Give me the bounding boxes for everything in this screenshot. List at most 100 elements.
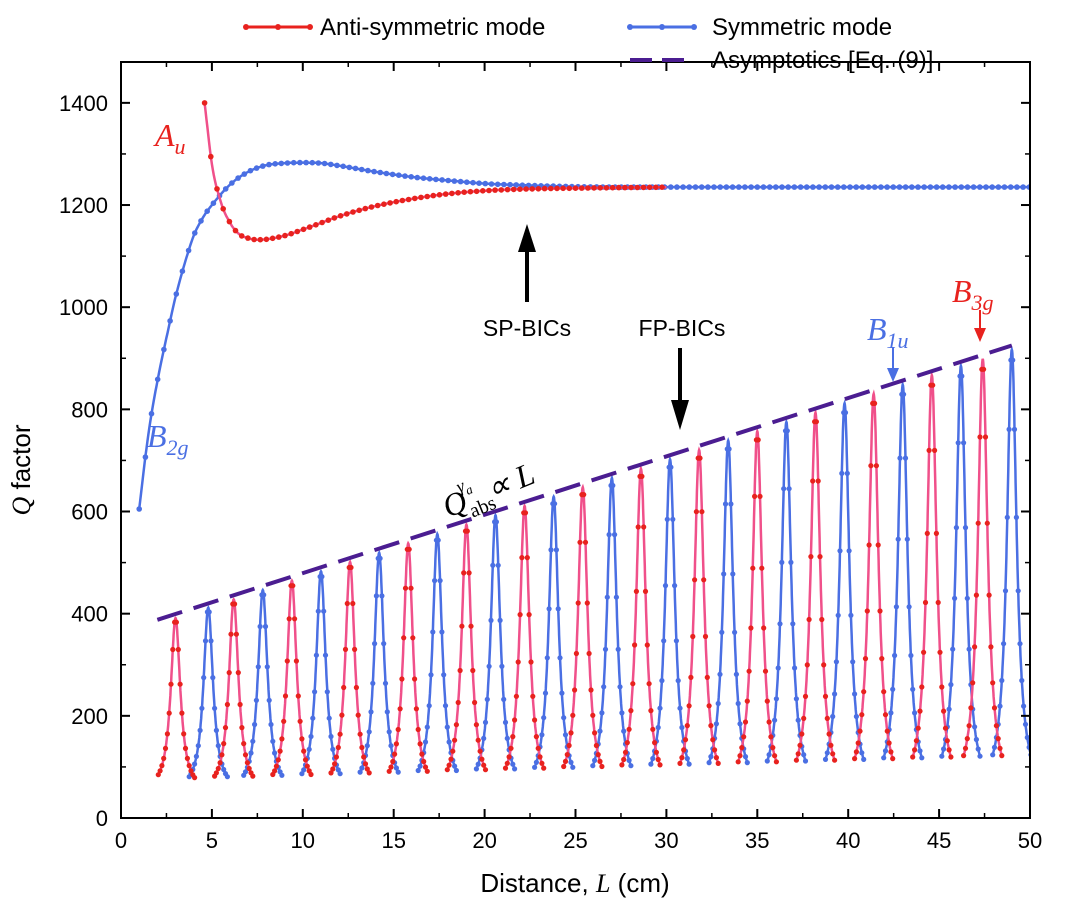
anti-peak-point — [715, 760, 721, 767]
anti-peak-point — [330, 766, 336, 772]
anti-peak-point — [535, 745, 541, 751]
sym-peak-point — [904, 536, 910, 542]
sym-sp-point — [803, 184, 810, 190]
sym-peak-point — [553, 547, 560, 553]
anti-peak-point — [888, 749, 894, 755]
anti-peak-point — [192, 775, 198, 781]
sym-peak-line — [707, 437, 749, 764]
anti-sp-point — [325, 217, 332, 223]
anti-peak-point — [968, 705, 974, 711]
anti-sp-point — [609, 184, 616, 191]
anti-peak-point — [250, 773, 256, 779]
anti-peak-point — [770, 745, 776, 751]
sym-peak-point — [310, 715, 316, 721]
sym-peak-point — [337, 771, 343, 777]
sym-peak-point — [452, 763, 458, 769]
sym-peak-point — [504, 735, 510, 742]
sym-sp-point — [161, 346, 167, 353]
anti-peak-line — [562, 483, 604, 767]
y-axis-title: Q factor — [6, 424, 36, 515]
anti-peak-point — [186, 763, 192, 769]
anti-sp-point — [578, 185, 585, 191]
sym-peak-point — [539, 732, 545, 738]
x-tick-label: 10 — [291, 828, 315, 853]
anti-peak-point — [653, 749, 660, 755]
sym-peak-point — [888, 710, 894, 716]
anti-peak-point — [504, 760, 510, 766]
sym-peak-point — [484, 696, 490, 703]
sym-peak-point — [268, 721, 274, 728]
anti-peak-point — [882, 712, 889, 718]
sym-peak-point — [613, 594, 620, 600]
sp-bics-arrow-head — [518, 224, 536, 252]
anti-sp-point — [523, 186, 529, 192]
anti-peak-point — [364, 766, 370, 772]
sym-peak-point — [386, 729, 392, 735]
anti-peak-point — [826, 731, 832, 737]
anti-peak-point — [392, 751, 398, 757]
x-tick-label: 25 — [563, 828, 587, 853]
anti-peak-point — [630, 681, 636, 687]
sym-peak-point — [846, 548, 852, 554]
anti-peak-point — [541, 765, 547, 771]
sym-peak-point — [488, 617, 494, 624]
sym-peak-point — [777, 621, 783, 627]
sym-peak-point — [381, 641, 387, 647]
annotations: Au B2g B1u B3g SP-BICs FP-BICs Qabsγa ∝ … — [147, 117, 994, 524]
anti-peak-point — [302, 757, 309, 763]
sym-sp-point — [989, 184, 995, 190]
sym-peak-point — [792, 665, 798, 671]
anti-peak-point — [182, 745, 189, 752]
anti-peak-point — [337, 731, 343, 737]
sym-peak-point — [675, 678, 681, 684]
anti-peak-point — [477, 748, 483, 754]
x-tick-label: 0 — [115, 828, 127, 853]
anti-peak-line — [911, 370, 953, 758]
sym-peak-point — [959, 373, 965, 379]
sym-peak-point — [1006, 426, 1012, 432]
sym-sp-point — [358, 166, 365, 173]
anti-peak-point — [766, 719, 772, 725]
sym-peak-point — [722, 501, 729, 507]
sym-peak-point — [193, 753, 199, 760]
anti-peak-point — [233, 631, 239, 637]
sym-peak-point — [435, 537, 441, 543]
anti-sp-point — [498, 187, 505, 193]
sym-peak-point — [393, 765, 399, 771]
anti-sp-line — [203, 102, 667, 242]
sym-sp-point — [680, 184, 686, 190]
anti-peak-point — [401, 635, 407, 641]
anti-peak-point — [864, 608, 870, 614]
anti-peak-point — [635, 524, 641, 530]
sym-peak-point — [659, 678, 665, 684]
sym-sp-point — [321, 160, 328, 167]
x-tick-label: 20 — [472, 828, 496, 853]
sym-peak-point — [708, 754, 714, 760]
sym-peak-point — [201, 675, 207, 681]
y-tick-label: 1000 — [59, 295, 108, 320]
anti-peak-point — [366, 770, 372, 776]
anti-sp-point — [313, 222, 319, 228]
anti-peak-point — [279, 736, 285, 742]
anti-peak-point — [524, 555, 530, 561]
sym-peak-point — [439, 629, 445, 635]
anti-peak-point — [335, 744, 341, 751]
anti-peak-point — [353, 684, 359, 691]
anti-peak-point — [626, 726, 632, 732]
sym-sp-point — [933, 184, 940, 190]
sym-peak-point — [975, 746, 981, 752]
anti-peak-point — [866, 542, 872, 548]
anti-sp-point — [381, 201, 387, 207]
sym-sp-point — [464, 179, 470, 185]
anti-peak-point — [741, 734, 747, 740]
anti-peak-point — [810, 478, 816, 484]
anti-sp-point — [245, 235, 251, 241]
sym-peak-point — [548, 547, 554, 553]
anti-peak-point — [768, 734, 774, 740]
sym-peak-point — [322, 652, 329, 658]
anti-peak-point — [168, 681, 174, 687]
anti-peak-point — [815, 478, 821, 484]
anti-peak-point — [537, 754, 543, 760]
anti-sp-point — [473, 188, 480, 195]
anti-peak-point — [692, 577, 698, 583]
